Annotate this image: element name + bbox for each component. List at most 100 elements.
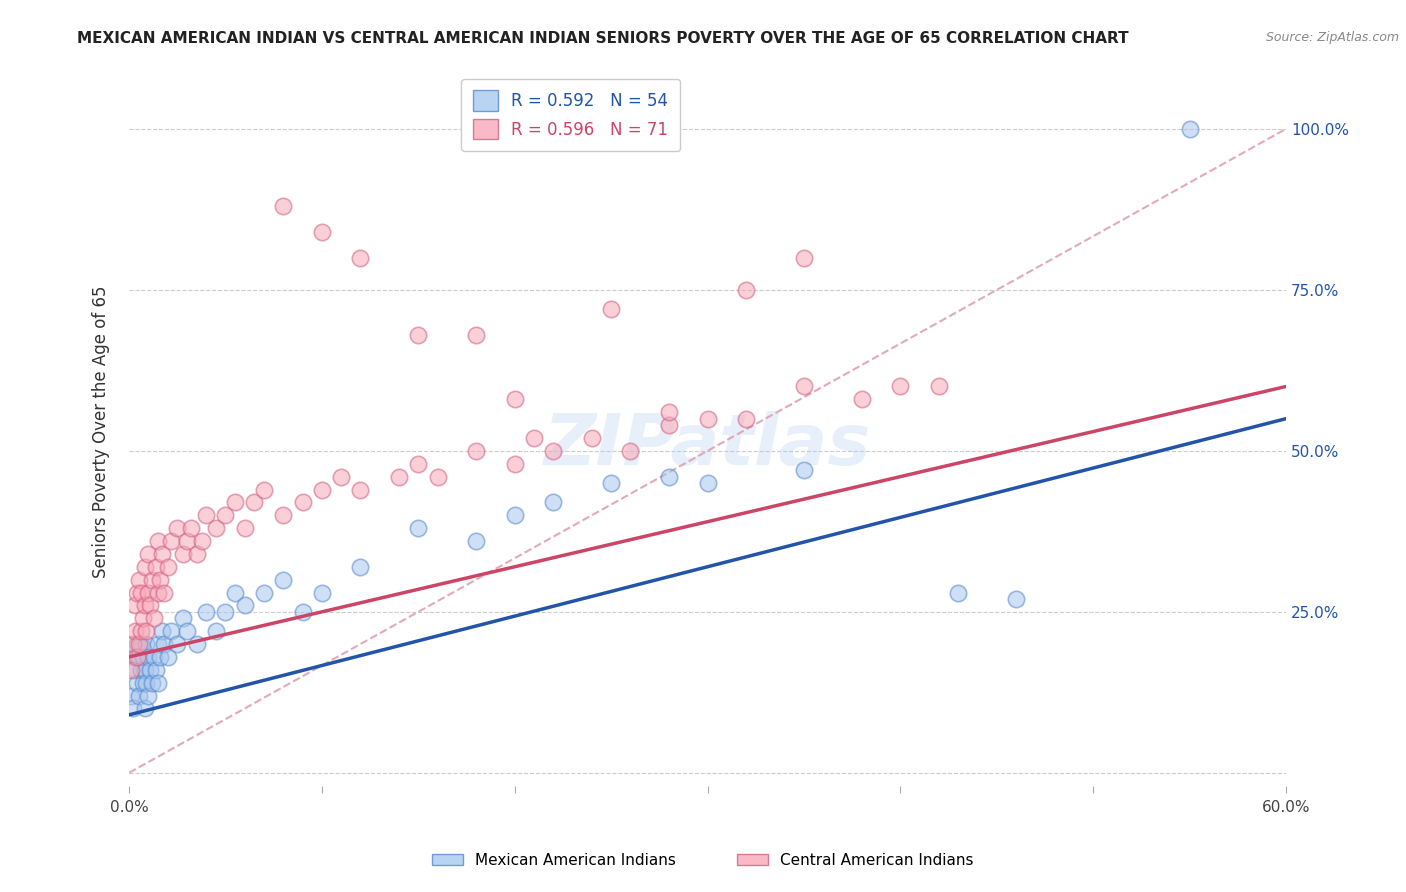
Point xyxy=(523,431,546,445)
Point xyxy=(349,559,371,574)
Point xyxy=(696,411,718,425)
Point xyxy=(176,534,198,549)
Point xyxy=(138,585,160,599)
Point xyxy=(408,457,430,471)
Point xyxy=(120,689,142,703)
Point xyxy=(143,649,166,664)
Point xyxy=(125,637,148,651)
Point xyxy=(658,405,681,419)
Point xyxy=(143,611,166,625)
Point xyxy=(291,495,314,509)
Point xyxy=(146,637,169,651)
Text: Source: ZipAtlas.com: Source: ZipAtlas.com xyxy=(1265,31,1399,45)
Point xyxy=(465,328,488,343)
Point xyxy=(134,599,156,613)
Point xyxy=(600,302,623,317)
Point xyxy=(658,469,681,483)
Point xyxy=(166,521,188,535)
Point xyxy=(149,649,172,664)
Point xyxy=(253,483,276,497)
Point xyxy=(205,521,228,535)
Point xyxy=(166,637,188,651)
Point xyxy=(503,392,526,407)
Point xyxy=(134,663,156,677)
Point xyxy=(465,443,488,458)
Point xyxy=(135,624,157,639)
Point xyxy=(233,521,256,535)
Point xyxy=(214,605,236,619)
Point xyxy=(150,547,173,561)
Point xyxy=(152,637,174,651)
Point xyxy=(160,624,183,639)
Point xyxy=(214,508,236,523)
Point xyxy=(600,476,623,491)
Point xyxy=(851,392,873,407)
Legend: R = 0.592   N = 54, R = 0.596   N = 71: R = 0.592 N = 54, R = 0.596 N = 71 xyxy=(461,78,681,151)
Point xyxy=(146,675,169,690)
Point xyxy=(128,573,150,587)
Point xyxy=(138,689,160,703)
Point xyxy=(408,328,430,343)
Point xyxy=(129,624,152,639)
Point xyxy=(125,585,148,599)
Point xyxy=(120,663,142,677)
Point xyxy=(172,611,194,625)
Point xyxy=(233,599,256,613)
Point xyxy=(1005,591,1028,606)
Point xyxy=(176,624,198,639)
Point xyxy=(349,483,371,497)
Point xyxy=(156,649,179,664)
Point xyxy=(793,379,815,393)
Point xyxy=(388,469,411,483)
Point xyxy=(156,559,179,574)
Point xyxy=(180,521,202,535)
Legend: Mexican American Indians, Central American Indians: Mexican American Indians, Central Americ… xyxy=(426,847,980,873)
Point xyxy=(735,283,758,297)
Point xyxy=(135,675,157,690)
Point xyxy=(145,559,167,574)
Point xyxy=(291,605,314,619)
Point xyxy=(503,508,526,523)
Point xyxy=(128,637,150,651)
Point xyxy=(122,637,145,651)
Point xyxy=(224,495,246,509)
Point xyxy=(128,649,150,664)
Point xyxy=(581,431,603,445)
Point xyxy=(138,547,160,561)
Point xyxy=(125,649,148,664)
Point xyxy=(129,663,152,677)
Point xyxy=(122,701,145,715)
Point xyxy=(195,508,218,523)
Point xyxy=(311,225,333,239)
Point xyxy=(696,476,718,491)
Point xyxy=(145,663,167,677)
Point xyxy=(273,573,295,587)
Point xyxy=(139,599,162,613)
Point xyxy=(134,701,156,715)
Point xyxy=(735,411,758,425)
Point xyxy=(129,585,152,599)
Point xyxy=(131,611,153,625)
Point xyxy=(149,573,172,587)
Text: MEXICAN AMERICAN INDIAN VS CENTRAL AMERICAN INDIAN SENIORS POVERTY OVER THE AGE : MEXICAN AMERICAN INDIAN VS CENTRAL AMERI… xyxy=(77,31,1129,46)
Point xyxy=(503,457,526,471)
Point xyxy=(1178,122,1201,136)
Point xyxy=(408,521,430,535)
Point xyxy=(426,469,449,483)
Point xyxy=(928,379,950,393)
Point xyxy=(146,534,169,549)
Point xyxy=(543,443,565,458)
Point xyxy=(191,534,214,549)
Point xyxy=(543,495,565,509)
Point xyxy=(152,585,174,599)
Point xyxy=(131,649,153,664)
Point xyxy=(141,675,163,690)
Point xyxy=(141,573,163,587)
Point xyxy=(330,469,353,483)
Point xyxy=(146,585,169,599)
Point xyxy=(139,663,162,677)
Point xyxy=(465,534,488,549)
Point xyxy=(619,443,641,458)
Point xyxy=(124,624,146,639)
Point xyxy=(150,624,173,639)
